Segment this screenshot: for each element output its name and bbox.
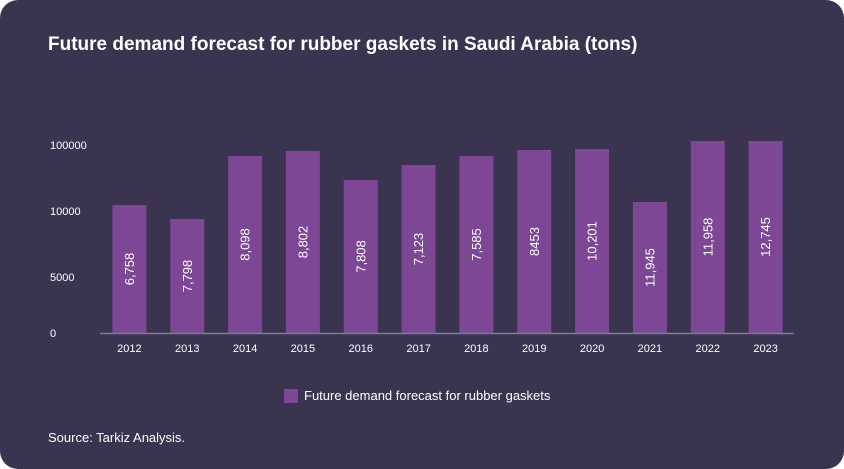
legend-label: Future demand forecast for rubber gasket… [304,388,551,403]
x-tick-label: 2022 [696,343,720,355]
x-tick-label: 2016 [349,343,373,355]
bar-value-label: 12,745 [758,217,773,257]
y-tick-label: 100000 [50,140,87,152]
x-tick-label: 2019 [522,343,546,355]
bar [748,141,783,333]
y-tick-label: 5000 [50,272,74,284]
bar-value-label: 7,808 [353,240,368,273]
bar-value-label: 6,758 [122,253,137,286]
x-tick-label: 2020 [580,343,604,355]
x-tick-label: 2015 [291,343,315,355]
legend-swatch [284,388,298,403]
bar [228,156,263,333]
bar-value-label: 7,585 [469,228,484,261]
bar [401,165,436,333]
bar [285,151,320,333]
bar [170,219,205,333]
bar-value-label: 8,802 [295,226,310,259]
source-note: Source: Tarkiz Analysis. [48,430,186,445]
x-tick-label: 2023 [753,343,777,355]
chart-title: Future demand forecast for rubber gasket… [48,34,638,55]
bar [459,156,494,333]
bar [575,149,610,333]
y-axis-ticks: 0 5000 10000 100000 [50,140,87,340]
bar-value-label: 10,201 [585,221,600,261]
y-tick-label: 10000 [50,206,81,218]
bar-value-label: 11,945 [642,248,657,287]
bar [343,180,378,333]
x-tick-label: 2021 [638,343,662,355]
bar [632,202,667,333]
x-tick-label: 2017 [406,343,430,355]
bar [112,205,147,333]
bar-series: 6,758 7,798 8,098 8,802 7,808 7,123 7,585 8453 1… [112,141,783,333]
y-tick-label: 0 [50,328,56,340]
bar-value-label: 8,098 [238,228,253,261]
bar [690,141,725,333]
x-tick-label: 2012 [117,343,141,355]
x-tick-label: 2013 [175,343,199,355]
bar-value-label: 7,123 [411,233,426,266]
x-axis-ticks: 2012 2013 2014 2015 2016 2017 2018 2019 2020 2021… [117,343,778,355]
x-tick-label: 2018 [464,343,488,355]
bar-value-label: 8453 [527,227,542,256]
x-tick-label: 2014 [233,343,257,355]
bar-value-label: 11,958 [700,218,715,257]
chart-legend: Future demand forecast for rubber gasket… [284,388,550,403]
bar [517,150,552,333]
bar-value-label: 7,798 [180,260,195,293]
